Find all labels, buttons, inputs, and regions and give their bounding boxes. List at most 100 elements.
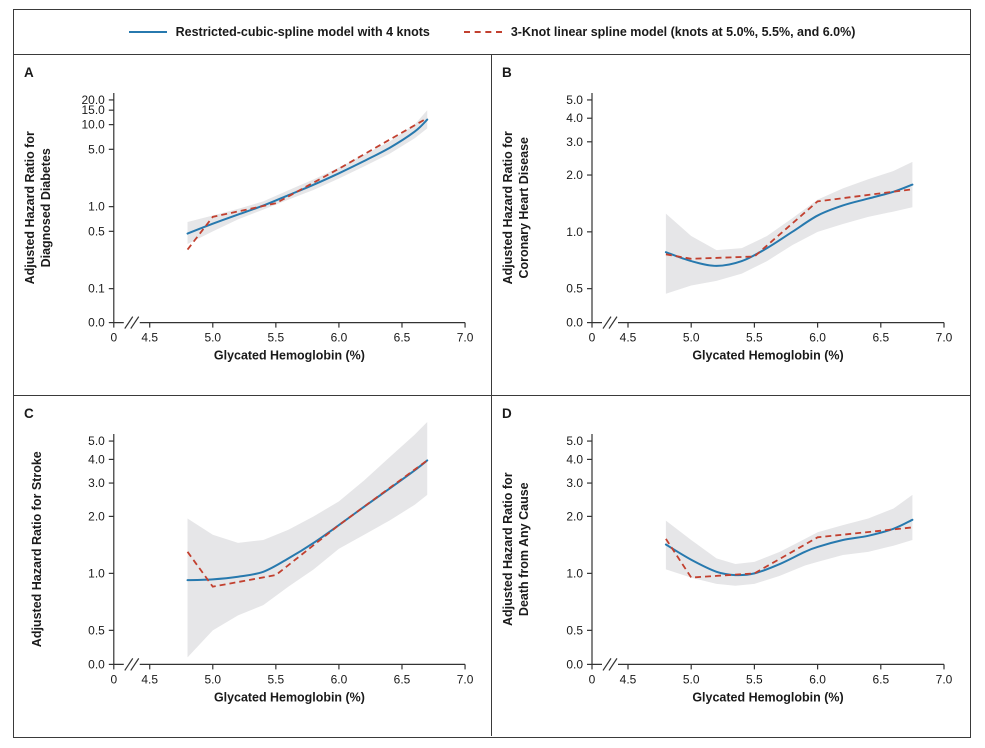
x-tick-label: 4.5 xyxy=(620,331,637,345)
y-tick-label: 3.0 xyxy=(88,476,105,490)
x-zero-label: 0 xyxy=(110,331,117,345)
x-axis-label: Glycated Hemoglobin (%) xyxy=(692,349,843,363)
y-axis-label: Death from Any Cause xyxy=(517,482,531,616)
x-zero-label: 0 xyxy=(589,672,596,686)
linear-spline-curve xyxy=(186,117,428,251)
rcs-curve xyxy=(664,518,914,576)
x-zero-label: 0 xyxy=(110,672,117,686)
y-tick-label: 2.0 xyxy=(566,168,583,182)
y-tick-label: 4.0 xyxy=(88,452,105,466)
x-tick-label: 5.0 xyxy=(683,672,700,686)
x-tick-label: 6.5 xyxy=(394,672,411,686)
axis-break-icon xyxy=(124,657,134,671)
x-axis-label: Glycated Hemoglobin (%) xyxy=(692,690,843,704)
x-tick-label: 4.5 xyxy=(141,672,158,686)
axis-break-icon xyxy=(130,316,140,329)
axis-break-icon xyxy=(608,316,618,329)
y-tick-label: 3.0 xyxy=(566,476,583,490)
y-axis-label: Diagnosed Diabetes xyxy=(39,148,53,267)
axis-break-gap xyxy=(123,321,140,325)
x-tick-label: 4.5 xyxy=(620,672,637,686)
x-tick-label: 5.5 xyxy=(746,331,763,345)
x-tick-label: 7.0 xyxy=(457,331,474,345)
y-tick-label: 5.0 xyxy=(88,142,105,156)
x-axis-label: Glycated Hemoglobin (%) xyxy=(214,690,365,704)
y-tick-label: 4.0 xyxy=(566,111,583,125)
y-tick-label: 1.0 xyxy=(566,225,583,239)
y-zero-label: 0.0 xyxy=(566,316,583,330)
panel-letter: B xyxy=(502,65,512,80)
confidence-band xyxy=(187,421,428,657)
y-tick-label: 1.0 xyxy=(88,566,105,580)
x-tick-label: 5.0 xyxy=(204,331,221,345)
y-tick-label: 2.0 xyxy=(88,509,105,523)
y-tick-label: 3.0 xyxy=(566,135,583,149)
y-axis-label: Adjusted Hazard Ratio for xyxy=(501,131,515,284)
panel-a-chart: 20.015.010.0 5.0 1.0 0.5 0.1 0.0 0 4.5 5.0 5.5 6.0… xyxy=(23,65,474,363)
y-tick-label: 4.0 xyxy=(566,452,583,466)
figure-container: Restricted-cubic-spline model with 4 kno… xyxy=(13,9,971,738)
y-tick-label: 0.5 xyxy=(566,623,583,637)
axis-break-icon xyxy=(130,657,140,671)
y-axis-label: Adjusted Hazard Ratio for xyxy=(501,472,515,626)
x-tick-label: 5.0 xyxy=(683,331,700,345)
y-tick-label: 0.5 xyxy=(88,623,105,637)
x-tick-label: 7.0 xyxy=(936,331,953,345)
y-tick-label: 5.0 xyxy=(566,434,583,448)
panel-letter: C xyxy=(24,406,34,421)
x-tick-label: 5.5 xyxy=(268,672,285,686)
x-tick-label: 6.0 xyxy=(331,331,348,345)
y-tick-label: 1.0 xyxy=(566,566,583,580)
panel-b-cell: 5.0 4.0 3.0 2.0 1.0 0.5 0.0 0 4.5 5.0 5.5 6.0 6.5 7.0… xyxy=(492,55,970,396)
linear-spline-curve xyxy=(665,525,913,579)
panel-c-chart: 5.0 4.0 3.0 2.0 1.0 0.5 0.0 0 4.5 5.0 5.5 6.0 6.5 7.0… xyxy=(24,406,474,704)
x-tick-label: 4.5 xyxy=(141,331,158,345)
panel-c-cell: 5.0 4.0 3.0 2.0 1.0 0.5 0.0 0 4.5 5.0 5.5 6.0 6.5 7.0… xyxy=(14,395,492,736)
confidence-band xyxy=(665,494,913,586)
legend-label-linear-spline: 3-Knot linear spline model (knots at 5.0… xyxy=(510,25,856,39)
rcs-curve xyxy=(664,183,914,267)
panel-b-chart: 5.0 4.0 3.0 2.0 1.0 0.5 0.0 0 4.5 5.0 5.5 6.0 6.5 7.0… xyxy=(501,65,953,363)
confidence-band xyxy=(665,161,913,294)
panel-d-cell: 5.0 4.0 3.0 2.0 1.0 0.5 0.0 0 4.5 5.0 5.5 6.0 6.5 7.0… xyxy=(492,396,970,737)
y-tick-label: 15.0 xyxy=(82,103,106,117)
y-tick-label: 20.0 xyxy=(82,93,106,107)
axis-break-icon xyxy=(124,316,134,329)
legend-label-rcs: Restricted-cubic-spline model with 4 kno… xyxy=(175,25,430,39)
legend-item-rcs: Restricted-cubic-spline model with 4 kno… xyxy=(128,25,430,39)
x-tick-label: 7.0 xyxy=(936,672,953,686)
y-axis-label: Coronary Heart Disease xyxy=(517,137,531,279)
rcs-curve xyxy=(186,458,429,581)
panel-d-chart: 5.0 4.0 3.0 2.0 1.0 0.5 0.0 0 4.5 5.0 5.5 6.0 6.5 7.0… xyxy=(501,406,953,704)
y-zero-label: 0.0 xyxy=(566,657,583,671)
panel-a-cell: 20.0 15.0 10.0 5.0 1.0 0.5 0.1 0.0 0 4.5 5.0 5.5 6.0… xyxy=(14,55,492,396)
linear-spline-curve xyxy=(186,459,428,588)
y-axis-label: Adjusted Hazard Ratio for Stroke xyxy=(30,451,44,647)
y-tick-label: 0.5 xyxy=(566,282,583,296)
panel-letter: A xyxy=(24,65,34,80)
x-tick-label: 5.5 xyxy=(268,331,285,345)
axis-break-gap xyxy=(602,662,618,666)
y-tick-label: 5.0 xyxy=(88,434,105,448)
y-zero-label: 0.0 xyxy=(88,657,105,671)
x-tick-label: 5.5 xyxy=(746,672,763,686)
legend-item-linear-spline: 3-Knot linear spline model (knots at 5.0… xyxy=(463,25,856,39)
y-tick-label: 10.0 xyxy=(82,118,106,132)
x-tick-label: 6.0 xyxy=(809,331,826,345)
x-tick-label: 6.0 xyxy=(809,672,826,686)
axis-break-icon xyxy=(602,657,612,671)
linear-spline-curve xyxy=(665,188,913,260)
y-tick-label: 5.0 xyxy=(566,93,583,107)
panel-letter: D xyxy=(502,406,512,421)
x-tick-label: 6.5 xyxy=(872,672,889,686)
axis-break-icon xyxy=(608,657,618,671)
solid-line-swatch-icon xyxy=(128,31,167,33)
x-tick-label: 6.5 xyxy=(394,331,411,345)
legend: Restricted-cubic-spline model with 4 kno… xyxy=(14,10,970,54)
x-tick-label: 5.0 xyxy=(204,672,221,686)
x-axis-label: Glycated Hemoglobin (%) xyxy=(214,349,365,363)
x-tick-label: 7.0 xyxy=(457,672,474,686)
x-zero-label: 0 xyxy=(589,331,596,345)
y-tick-label: 1.0 xyxy=(88,200,105,214)
confidence-band xyxy=(187,110,428,245)
